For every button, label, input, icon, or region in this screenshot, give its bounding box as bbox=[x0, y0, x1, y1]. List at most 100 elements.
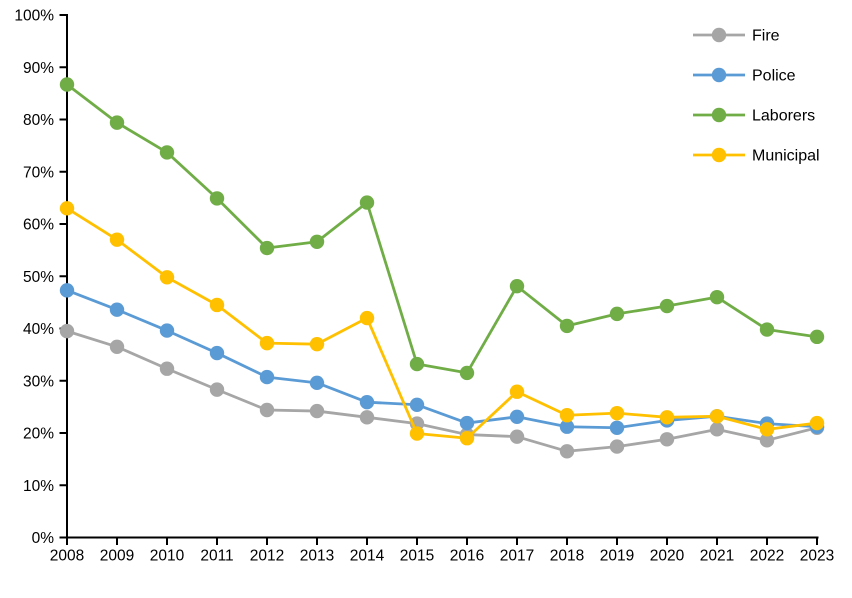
x-axis-label: 2010 bbox=[150, 548, 185, 565]
data-point bbox=[59, 283, 75, 298]
data-point bbox=[759, 422, 775, 437]
data-point bbox=[659, 432, 675, 447]
legend-item-municipal: Municipal bbox=[693, 148, 820, 165]
data-point bbox=[709, 409, 725, 424]
data-point bbox=[59, 77, 75, 92]
x-axis-label: 2023 bbox=[800, 548, 834, 565]
x-axis-label: 2012 bbox=[250, 548, 284, 565]
x-axis-label: 2016 bbox=[450, 548, 484, 565]
y-tick-label: 70% bbox=[23, 164, 54, 181]
data-point bbox=[409, 356, 425, 372]
data-point bbox=[359, 310, 375, 326]
x-axis-label: 2011 bbox=[200, 548, 233, 565]
data-point bbox=[159, 323, 175, 338]
y-tick-label: 90% bbox=[23, 60, 54, 77]
legend-item-laborers: Laborers bbox=[693, 108, 815, 125]
x-axis-label: 2013 bbox=[300, 548, 334, 565]
data-point bbox=[259, 402, 275, 418]
data-point bbox=[609, 439, 625, 454]
legend-label: Laborers bbox=[752, 108, 815, 125]
data-point bbox=[209, 345, 225, 361]
data-point bbox=[559, 318, 575, 334]
legend-marker-dot bbox=[711, 147, 727, 163]
legend-marker-dot bbox=[711, 67, 727, 83]
legend-item-police: Police bbox=[693, 68, 796, 85]
data-point bbox=[809, 415, 825, 431]
data-point bbox=[559, 419, 575, 434]
data-point bbox=[259, 335, 275, 351]
data-point bbox=[309, 403, 325, 419]
data-point bbox=[159, 145, 175, 160]
data-point bbox=[309, 336, 325, 352]
legend-label: Municipal bbox=[752, 148, 820, 165]
data-point bbox=[509, 429, 525, 444]
y-tick-label: 20% bbox=[23, 426, 54, 443]
series-line bbox=[66, 83, 818, 375]
data-point bbox=[609, 306, 625, 322]
series-line bbox=[66, 329, 818, 453]
data-point bbox=[759, 322, 775, 337]
data-point bbox=[59, 323, 75, 339]
data-point bbox=[709, 422, 725, 437]
data-point bbox=[59, 201, 75, 216]
data-point bbox=[459, 431, 475, 446]
data-point bbox=[709, 289, 725, 305]
series-fire bbox=[59, 323, 825, 459]
y-tick-label: 30% bbox=[23, 373, 54, 390]
x-axis-label: 2018 bbox=[550, 548, 584, 565]
data-point bbox=[209, 382, 225, 397]
x-axis-label: 2019 bbox=[600, 548, 634, 565]
y-tick-label: 50% bbox=[23, 269, 54, 286]
data-point bbox=[159, 361, 175, 376]
data-point bbox=[109, 302, 125, 317]
data-point bbox=[409, 397, 425, 412]
data-point bbox=[609, 405, 625, 421]
y-tick-label: 80% bbox=[23, 112, 54, 129]
data-point bbox=[459, 365, 475, 381]
data-point bbox=[359, 394, 375, 410]
legend-label: Fire bbox=[752, 28, 780, 45]
data-point bbox=[659, 410, 675, 425]
data-point bbox=[809, 329, 825, 345]
x-axis-label: 2022 bbox=[750, 548, 784, 565]
y-tick-label: 0% bbox=[32, 530, 55, 547]
data-point bbox=[559, 408, 575, 423]
series-laborers bbox=[59, 77, 825, 381]
x-axis-label: 2021 bbox=[700, 548, 734, 565]
y-tick-label: 40% bbox=[23, 321, 54, 338]
data-point bbox=[309, 375, 325, 391]
data-point bbox=[109, 232, 125, 247]
data-point bbox=[159, 270, 175, 285]
series-police bbox=[59, 283, 825, 435]
data-point bbox=[609, 420, 625, 435]
legend-marker-dot bbox=[711, 27, 727, 43]
x-axis-label: 2009 bbox=[100, 548, 134, 565]
data-point bbox=[409, 426, 425, 441]
data-point bbox=[559, 444, 575, 459]
y-tick-label: 10% bbox=[23, 478, 54, 495]
series-line bbox=[66, 289, 818, 430]
x-axis-label: 2020 bbox=[650, 548, 685, 565]
data-point bbox=[209, 191, 225, 206]
data-point bbox=[109, 339, 125, 354]
data-point bbox=[509, 409, 525, 425]
data-point bbox=[309, 234, 325, 249]
x-axis-label: 2015 bbox=[400, 548, 434, 565]
x-axis-label: 2014 bbox=[350, 548, 385, 565]
data-point bbox=[259, 369, 275, 385]
data-point bbox=[509, 278, 525, 294]
data-point bbox=[109, 115, 125, 130]
data-point bbox=[359, 195, 375, 210]
data-point bbox=[659, 298, 675, 314]
data-point bbox=[459, 415, 475, 431]
x-axis-label: 2008 bbox=[50, 548, 84, 565]
data-point bbox=[359, 410, 375, 425]
data-point bbox=[759, 433, 775, 448]
legend-item-fire: Fire bbox=[693, 28, 780, 45]
y-tick-label: 100% bbox=[14, 8, 54, 25]
x-axis-label: 2017 bbox=[500, 548, 534, 565]
series-municipal bbox=[59, 201, 825, 446]
data-point bbox=[509, 384, 525, 399]
y-tick-label: 60% bbox=[23, 217, 54, 234]
